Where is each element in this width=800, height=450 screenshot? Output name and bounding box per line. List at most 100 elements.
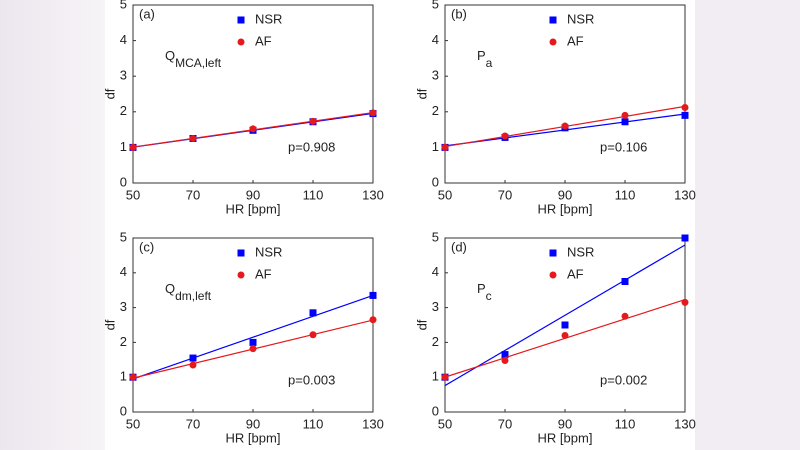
panel-annotation: QMCA,left <box>165 48 222 70</box>
data-point <box>621 312 629 320</box>
x-tick-label: 50 <box>126 187 140 202</box>
y-tick-label: 5 <box>120 0 127 11</box>
data-point <box>561 122 569 130</box>
x-tick-label: 90 <box>558 416 572 431</box>
annotation-symbol: Q <box>165 281 175 296</box>
data-point <box>621 278 629 285</box>
p-value: p=0.106 <box>600 139 647 154</box>
y-tick-label: 3 <box>120 299 127 314</box>
data-point <box>129 143 137 151</box>
x-tick-label: 70 <box>186 187 200 202</box>
data-point <box>681 104 689 112</box>
fit-line <box>132 294 374 380</box>
p-value: p=0.003 <box>288 372 335 387</box>
annotation-subscript: a <box>486 56 493 70</box>
x-tick-label: 130 <box>674 187 696 202</box>
panel-annotation: Pc <box>477 281 492 303</box>
x-tick-label: 50 <box>438 187 452 202</box>
legend-label: NSR <box>567 244 594 259</box>
p-value: p=0.002 <box>600 372 647 387</box>
panel-label: (a) <box>139 6 155 21</box>
data-point <box>501 351 509 359</box>
data-point <box>681 234 689 242</box>
x-tick-label: 90 <box>246 416 260 431</box>
y-tick-label: 4 <box>120 32 127 47</box>
data-point <box>681 111 689 119</box>
data-point <box>561 321 569 329</box>
y-tick-label: 2 <box>432 103 439 118</box>
annotation-symbol: P <box>477 281 486 296</box>
x-axis-label: HR [bpm] <box>226 430 281 445</box>
legend-marker <box>549 16 557 24</box>
panel-annotation: Pa <box>477 48 493 70</box>
background-right <box>695 0 800 450</box>
legend-label: AF <box>567 266 584 281</box>
y-tick-label: 0 <box>432 174 439 189</box>
background-left <box>0 0 105 450</box>
data-point <box>369 316 377 324</box>
annotation-subscript: dm,left <box>175 289 212 303</box>
x-tick-label: 70 <box>498 416 512 431</box>
y-tick-label: 2 <box>432 334 439 349</box>
y-tick-label: 4 <box>432 32 439 47</box>
data-point <box>369 109 377 117</box>
data-point <box>561 331 569 339</box>
fit-line <box>444 244 686 387</box>
legend-label: NSR <box>567 11 594 26</box>
y-tick-label: 1 <box>120 369 127 384</box>
legend-label: NSR <box>255 11 282 26</box>
y-tick-label: 5 <box>120 229 127 244</box>
data-point <box>309 331 317 339</box>
y-tick-label: 2 <box>120 103 127 118</box>
x-tick-label: 90 <box>246 187 260 202</box>
panel-label: (b) <box>451 6 467 21</box>
y-tick-label: 3 <box>120 68 127 83</box>
x-tick-label: 110 <box>615 187 636 202</box>
p-value: p=0.908 <box>288 139 335 154</box>
y-axis-label: df <box>102 319 117 330</box>
data-point <box>621 118 629 126</box>
annotation-symbol: P <box>477 48 486 63</box>
data-point <box>309 309 317 317</box>
legend-marker <box>237 38 245 46</box>
data-point <box>309 117 317 125</box>
y-tick-label: 5 <box>432 229 439 244</box>
data-point <box>129 373 137 381</box>
legend-label: AF <box>255 33 272 48</box>
legend-marker <box>237 16 245 24</box>
x-tick-label: 110 <box>615 416 636 431</box>
data-point <box>249 338 257 346</box>
data-point <box>501 356 509 364</box>
legend-marker <box>549 249 557 257</box>
y-axis-label: df <box>414 88 429 99</box>
x-tick-label: 70 <box>498 187 512 202</box>
data-point <box>621 111 629 119</box>
legend-marker <box>237 249 245 257</box>
legend-marker <box>549 38 557 46</box>
annotation-symbol: Q <box>165 48 175 63</box>
y-tick-label: 1 <box>432 139 439 154</box>
data-point <box>441 373 449 381</box>
x-tick-label: 130 <box>674 416 696 431</box>
panel-label: (c) <box>139 239 154 254</box>
annotation-subscript: c <box>486 289 492 303</box>
data-point <box>369 291 377 299</box>
x-axis-label: HR [bpm] <box>538 201 593 216</box>
legend-marker <box>237 271 245 279</box>
data-point <box>189 354 197 362</box>
data-point <box>189 135 197 142</box>
legend-marker <box>549 271 557 279</box>
x-tick-label: 130 <box>362 416 384 431</box>
panel-annotation: Qdm,left <box>165 281 212 303</box>
y-tick-label: 2 <box>120 334 127 349</box>
annotation-subscript: MCA,left <box>175 56 222 70</box>
y-tick-label: 3 <box>432 68 439 83</box>
data-point <box>249 125 257 133</box>
x-tick-label: 110 <box>303 416 324 431</box>
legend-label: NSR <box>255 244 282 259</box>
data-point <box>249 345 257 353</box>
x-tick-label: 50 <box>126 416 140 431</box>
y-tick-label: 1 <box>120 139 127 154</box>
